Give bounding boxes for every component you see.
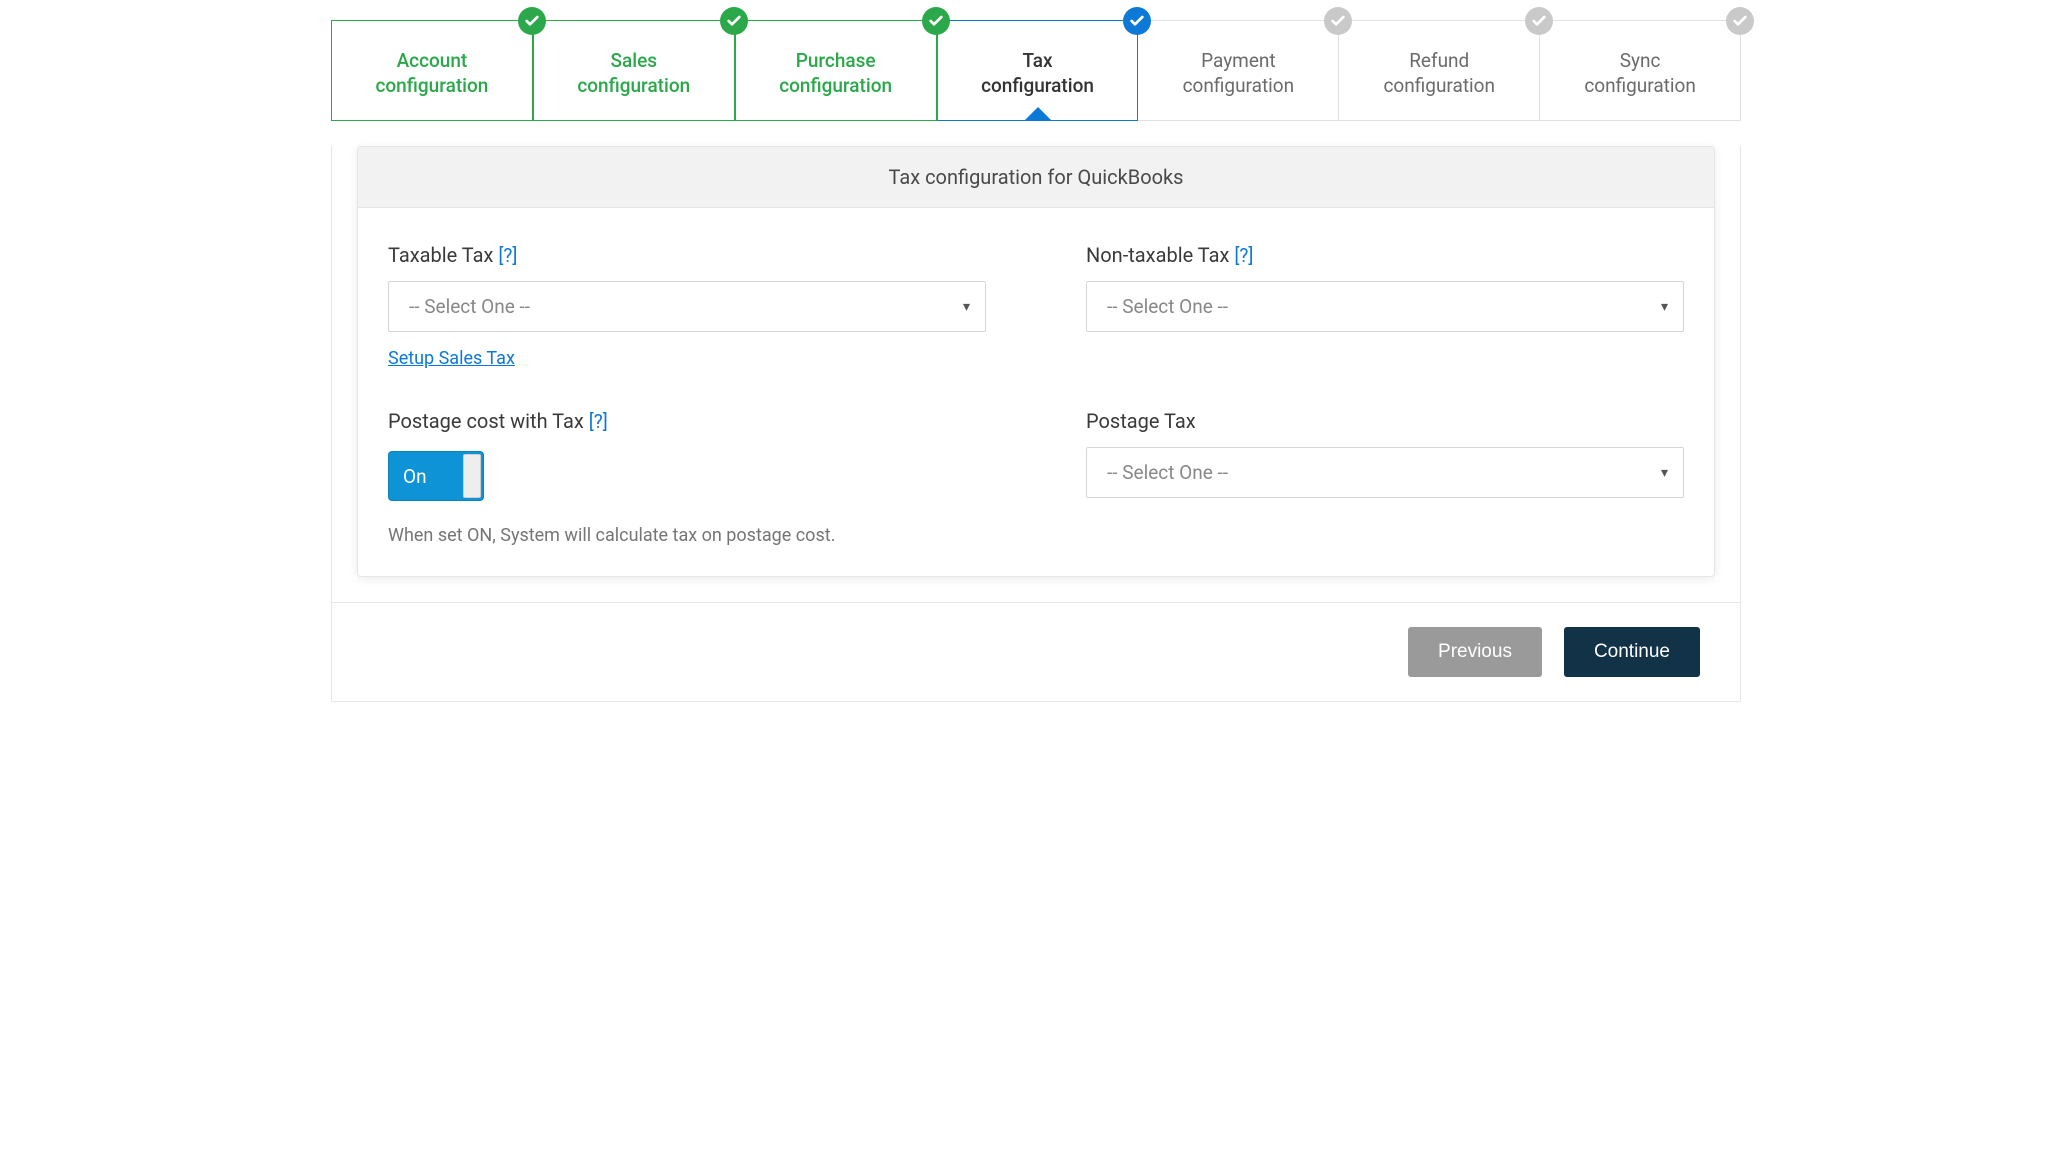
step-label-line1: Refund (1409, 49, 1469, 72)
help-icon[interactable]: [?] (589, 410, 608, 433)
postage-tax-select-wrap: -- Select One -- ▾ (1086, 447, 1684, 498)
taxable-tax-field: Taxable Tax [?] -- Select One -- ▾ Setup… (388, 243, 986, 369)
check-icon (720, 7, 748, 35)
step-label-line1: Payment (1201, 49, 1276, 72)
step-label-line1: Purchase (796, 49, 876, 72)
wizard-container: Account configuration Sales configuratio… (331, 20, 1741, 702)
panel-body: Taxable Tax [?] -- Select One -- ▾ Setup… (358, 208, 1714, 576)
postage-cost-toggle[interactable]: On (388, 451, 484, 501)
label-text: Non-taxable Tax (1086, 243, 1229, 267)
label-text: Postage cost with Tax (388, 409, 584, 433)
step-sales-configuration[interactable]: Sales configuration (533, 20, 735, 121)
form-row-2: Postage cost with Tax [?] On When set ON… (388, 409, 1684, 546)
step-sync-configuration[interactable]: Sync configuration (1540, 20, 1741, 121)
step-label-line2: configuration (779, 74, 892, 97)
wizard-body: Tax configuration for QuickBooks Taxable… (331, 146, 1741, 702)
taxable-tax-select[interactable]: -- Select One -- (388, 281, 986, 332)
step-account-configuration[interactable]: Account configuration (331, 20, 533, 121)
step-label-line2: configuration (1183, 74, 1295, 97)
postage-cost-hint: When set ON, System will calculate tax o… (388, 525, 986, 546)
step-label-line1: Tax (1022, 49, 1052, 72)
continue-button[interactable]: Continue (1564, 627, 1700, 677)
step-purchase-configuration[interactable]: Purchase configuration (735, 20, 937, 121)
help-icon[interactable]: [?] (1234, 244, 1253, 267)
taxable-tax-select-wrap: -- Select One -- ▾ (388, 281, 986, 332)
non-taxable-tax-field: Non-taxable Tax [?] -- Select One -- ▾ (1086, 243, 1684, 369)
check-icon (922, 7, 950, 35)
non-taxable-tax-label: Non-taxable Tax [?] (1086, 243, 1684, 267)
taxable-tax-label: Taxable Tax [?] (388, 243, 986, 267)
step-label-line1: Sync (1620, 49, 1661, 72)
setup-sales-tax-link[interactable]: Setup Sales Tax (388, 348, 515, 369)
footer-bar: Previous Continue (332, 602, 1740, 701)
steps-row: Account configuration Sales configuratio… (331, 20, 1741, 121)
step-label-line1: Account (397, 49, 468, 72)
panel-title: Tax configuration for QuickBooks (358, 147, 1714, 208)
check-icon (1726, 7, 1754, 35)
config-panel: Tax configuration for QuickBooks Taxable… (357, 146, 1715, 577)
label-text: Taxable Tax (388, 243, 493, 267)
toggle-knob (463, 454, 481, 498)
postage-cost-with-tax-label: Postage cost with Tax [?] (388, 409, 986, 433)
non-taxable-tax-select[interactable]: -- Select One -- (1086, 281, 1684, 332)
step-label-line1: Sales (611, 49, 658, 72)
step-label-line2: configuration (577, 74, 690, 97)
step-tax-configuration[interactable]: Tax configuration (937, 20, 1139, 121)
postage-tax-select[interactable]: -- Select One -- (1086, 447, 1684, 498)
step-label-line2: configuration (1383, 74, 1495, 97)
check-icon (1525, 7, 1553, 35)
postage-cost-with-tax-field: Postage cost with Tax [?] On When set ON… (388, 409, 986, 546)
postage-tax-label: Postage Tax (1086, 409, 1684, 433)
step-payment-configuration[interactable]: Payment configuration (1138, 20, 1339, 121)
check-icon (518, 7, 546, 35)
help-icon[interactable]: [?] (498, 244, 517, 267)
form-row-1: Taxable Tax [?] -- Select One -- ▾ Setup… (388, 243, 1684, 369)
step-label-line2: configuration (1584, 74, 1696, 97)
label-text: Postage Tax (1086, 409, 1196, 433)
step-label-line2: configuration (375, 74, 488, 97)
non-taxable-tax-select-wrap: -- Select One -- ▾ (1086, 281, 1684, 332)
step-label-line2: configuration (981, 74, 1094, 97)
step-refund-configuration[interactable]: Refund configuration (1339, 20, 1540, 121)
previous-button[interactable]: Previous (1408, 627, 1542, 677)
toggle-label: On (389, 465, 427, 488)
postage-tax-field: Postage Tax -- Select One -- ▾ (1086, 409, 1684, 546)
